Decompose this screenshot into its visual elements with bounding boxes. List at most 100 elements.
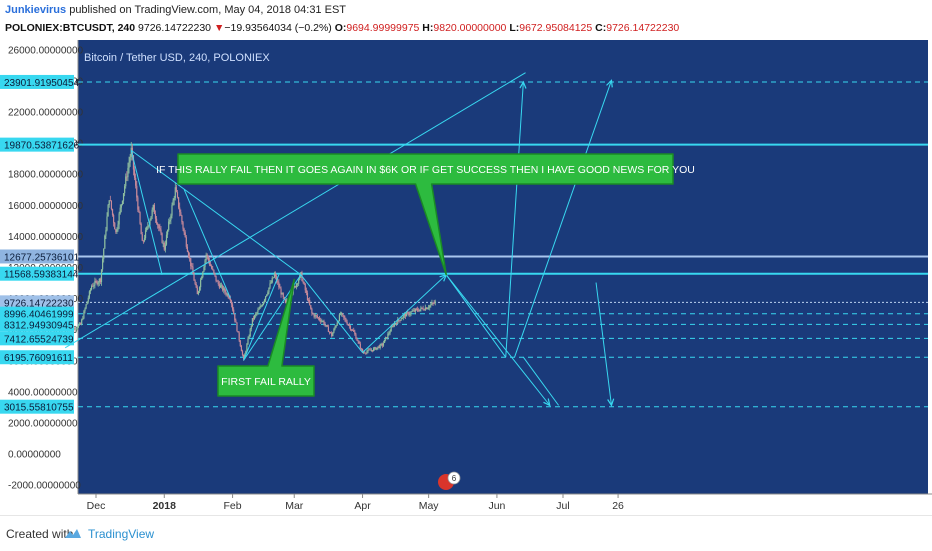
price-label: 12677.25736101 [0,249,80,264]
candle-body [352,330,354,331]
candle-body [158,225,160,229]
candle-body [345,319,347,323]
candle-body [298,279,300,284]
author-link[interactable]: Junkievirus [5,4,67,16]
candle-body [204,260,206,267]
candle-body [377,346,379,348]
price-label-text: 11568.59383144 [4,270,79,281]
candle-body [404,313,407,317]
candle-body [141,234,143,241]
candle-body [173,197,175,201]
price-label-text: 3015.55810755 [4,403,74,414]
candle-body [119,207,121,214]
candle-body [78,323,81,326]
candle-body [240,345,242,352]
header-bar: Junkievirus published on TradingView.com… [0,0,932,40]
price-label-box [0,295,74,310]
annotation-callout-first-fail: FIRST FAIL RALLY [217,278,315,397]
candle-body [322,320,324,322]
candle-body [92,285,94,287]
candle-body [268,287,270,293]
candle-body [241,351,244,355]
candle-body [394,323,397,324]
candle-body [279,287,281,289]
trend-line [514,80,612,358]
candle-body [331,332,333,337]
price-chart[interactable]: Bitcoin / Tether USD, 240, POLONIEX26000… [0,40,932,515]
candle-body [366,351,368,354]
candle-body [181,215,183,223]
candle-body [388,333,390,334]
candle-body [293,286,295,288]
tradingview-logo-icon [65,529,81,538]
candle-body [335,325,337,328]
candle-body [386,337,388,339]
candle-body [136,185,138,198]
candle-body [135,177,137,186]
candle-body [133,169,136,178]
chart-area[interactable]: Bitcoin / Tether USD, 240, POLONIEX 26000… [0,40,932,515]
candle-body [320,319,322,322]
arrow-head [607,398,615,407]
tradingview-brand-link[interactable]: TradingView [88,527,155,541]
y-tick-label: 2000.00000000 [8,418,78,429]
candle-body [396,323,398,324]
high-value: 9820.00000000 [433,22,507,34]
y-tick-label: 26000.00000000 [8,45,84,56]
candle-body [214,272,216,276]
candle-body [269,283,271,288]
candle-body [271,277,273,283]
candles [66,141,436,361]
candle-body [155,218,158,224]
candle-body [121,200,124,205]
event-badge-bubble [447,471,461,485]
candle-body [111,208,114,215]
candle-body [182,222,184,229]
candle-body [420,307,422,310]
y-tick-label: 14000.00000000 [8,232,84,243]
price-label-box [0,249,74,264]
candle-body [197,291,200,295]
candle-body [223,288,225,291]
candle-body [219,285,222,288]
candle-body [273,274,276,278]
candle-body [77,325,79,328]
candle-body [355,334,357,340]
candle-body [117,224,119,230]
candle-body [341,313,343,314]
candle-body [327,326,329,332]
candle-body [144,230,147,239]
candle-body [421,307,423,309]
candle-body [206,254,208,257]
candle-body [339,313,342,315]
candle-body [306,292,309,300]
candle-body [164,244,166,250]
candle-body [126,176,128,178]
candle-body [159,228,161,230]
candle-body [258,308,260,311]
candle-body [99,278,102,283]
candle-body [375,347,377,350]
candle-body [89,289,92,292]
publish-info: Junkievirus published on TradingView.com… [5,4,346,16]
price-label-box [0,137,74,152]
candle-body [434,301,436,304]
x-tick-label: Apr [354,500,371,512]
trend-line [522,356,559,406]
candle-body [116,229,118,232]
candle-body [82,318,84,320]
candle-body [108,200,110,205]
candle-body [149,220,151,226]
candle-body [361,348,364,353]
candle-body [79,323,82,325]
price-label-text: 8312.94930945 [4,320,74,331]
candle-body [374,347,376,349]
low-value: 9672.95084125 [519,22,593,34]
candle-body [252,318,255,319]
candle-body [426,308,429,310]
candle-body [385,337,387,340]
price-label-box [0,74,74,89]
candle-body [118,213,120,225]
trend-line [183,189,231,299]
candle-body [307,299,310,301]
